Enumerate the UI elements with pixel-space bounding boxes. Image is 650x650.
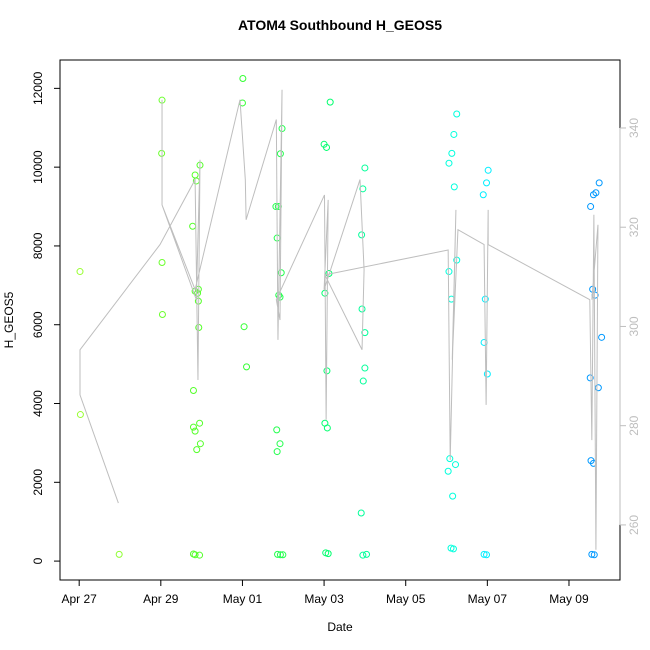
data-point	[273, 426, 281, 434]
data-point	[189, 387, 197, 395]
data-point	[588, 550, 596, 558]
data-point	[361, 329, 369, 337]
data-point	[277, 269, 285, 277]
data-point	[445, 159, 453, 167]
data-point	[361, 364, 369, 372]
data-point	[594, 384, 602, 392]
data-point	[480, 550, 488, 558]
data-point	[483, 551, 491, 559]
data-point	[484, 166, 492, 174]
data-point	[479, 191, 487, 199]
y-tick-label: 0	[31, 557, 45, 564]
data-point	[361, 164, 369, 172]
y-tick-label: 8000	[31, 232, 45, 259]
data-point	[444, 467, 452, 475]
data-point	[323, 143, 331, 151]
data-point	[359, 377, 367, 385]
data-point	[273, 448, 281, 456]
x-tick-label: May 03	[304, 592, 344, 606]
data-point	[189, 423, 197, 431]
data-point	[196, 419, 204, 427]
data-point	[480, 338, 488, 346]
data-point	[358, 305, 366, 313]
data-point	[590, 551, 598, 559]
data-point	[452, 461, 460, 469]
data-point	[76, 268, 84, 276]
x-tick-label: May 07	[468, 592, 508, 606]
data-point	[276, 150, 284, 158]
y2-tick-label: 340	[627, 118, 641, 138]
data-point	[194, 289, 202, 297]
chart-title: ATOM4 Southbound H_GEOS5	[238, 17, 442, 33]
y2-tick-label: 320	[627, 217, 641, 237]
data-point	[483, 179, 491, 187]
x-tick-label: May 05	[386, 592, 426, 606]
y-tick-label: 12000	[31, 71, 45, 105]
data-point	[363, 550, 371, 558]
data-point	[359, 551, 367, 559]
data-point	[359, 185, 367, 193]
data-point	[453, 110, 461, 118]
x-tick-label: Apr 29	[143, 592, 179, 606]
data-point	[196, 440, 204, 448]
data-point	[449, 545, 457, 553]
data-point	[243, 363, 251, 371]
data-point	[450, 130, 458, 138]
data-point	[324, 550, 332, 558]
data-point	[279, 551, 287, 559]
data-point	[450, 183, 458, 191]
data-point	[587, 203, 595, 211]
data-point	[272, 203, 280, 211]
data-point	[595, 179, 603, 187]
y-axis-label: H_GEOS5	[2, 291, 16, 348]
x-tick-label: May 09	[549, 592, 589, 606]
data-point	[323, 424, 331, 432]
data-point	[189, 222, 197, 230]
y-tick-label: 6000	[31, 311, 45, 338]
data-point	[445, 268, 453, 276]
x-tick-label: Apr 27	[62, 592, 98, 606]
data-line	[79, 89, 599, 550]
y2-tick-label: 260	[627, 515, 641, 535]
data-point	[448, 149, 456, 157]
data-point	[586, 374, 594, 382]
data-point	[449, 492, 457, 500]
data-point	[158, 310, 166, 318]
data-point	[196, 551, 204, 559]
data-point	[276, 440, 284, 448]
data-point	[274, 550, 282, 558]
data-point	[276, 551, 284, 559]
y-tick-label: 4000	[31, 390, 45, 417]
data-point	[357, 509, 365, 517]
data-point	[483, 370, 491, 378]
data-point	[191, 427, 199, 435]
data-point	[158, 258, 166, 266]
data-point	[76, 411, 84, 419]
x-axis-label: Date	[327, 620, 353, 634]
y2-tick-label: 280	[627, 415, 641, 435]
data-point	[191, 551, 199, 559]
y2-tick-label: 300	[627, 316, 641, 336]
y-tick-label: 10000	[31, 150, 45, 184]
data-point	[115, 550, 123, 558]
plot-frame	[59, 59, 621, 581]
x-tick-label: May 01	[223, 592, 263, 606]
data-point	[193, 446, 201, 454]
data-point	[239, 75, 247, 83]
data-point	[326, 98, 334, 106]
y-tick-label: 2000	[31, 469, 45, 496]
data-point	[589, 191, 597, 199]
data-point	[240, 323, 248, 331]
data-point	[358, 231, 366, 239]
data-point	[598, 333, 606, 341]
data-point	[191, 171, 199, 179]
